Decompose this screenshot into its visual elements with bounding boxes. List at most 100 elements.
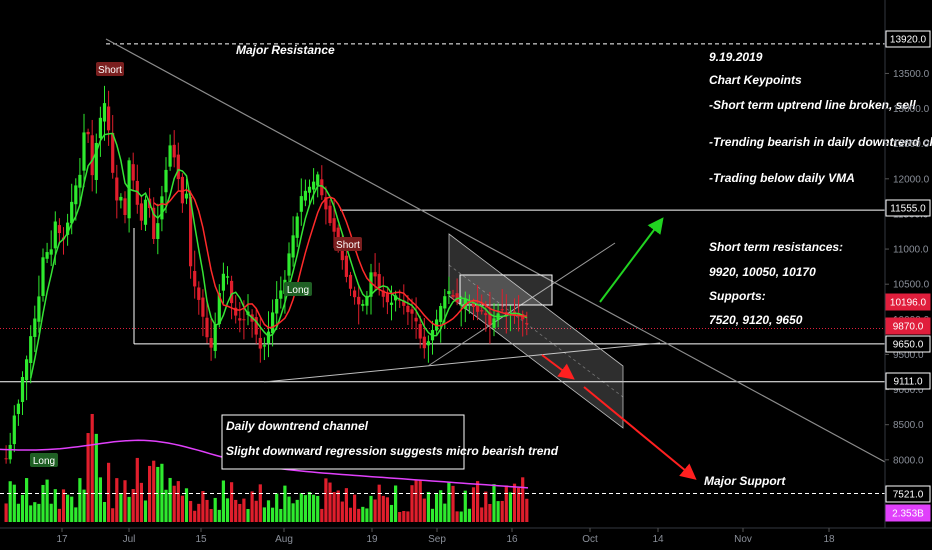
volume-bar [160,463,164,522]
candle-body [90,135,94,176]
candle-body [16,403,20,414]
candle-body [471,301,476,308]
price-tag [885,485,931,503]
price-tag-label: 11555.0 [890,204,926,215]
volume-bar [377,484,381,522]
volume-bar [111,508,115,522]
volume-bar [242,498,246,522]
volume-bar [176,481,180,522]
volume-bar [82,489,86,522]
candle-body [74,185,78,205]
volume-bar [258,484,262,522]
signal-badge-label: Long [287,285,309,296]
channel-note-body-line: Slight downward regression suggests micr… [226,444,559,458]
price-tag-label: 9111.0 [893,377,923,388]
channel-note-box [221,414,465,470]
volume-bar [49,503,53,522]
volume-bar [332,492,336,522]
volume-bar [398,511,402,522]
candle-body [357,296,361,305]
volume-bar [340,501,344,522]
major-support-label: Major Support [704,474,786,488]
time-tick-label: Jul [123,534,136,545]
candle-body [307,186,312,193]
candle-body [377,274,381,289]
candle-body [193,270,197,287]
volume-bar [266,500,271,522]
volume-bar [459,511,463,522]
candle-body [266,331,271,344]
candle-body [451,295,455,297]
candle-body [152,207,156,239]
candle-body [180,176,184,204]
time-tick-label: 17 [56,534,68,545]
candle-body [385,293,389,303]
candle-body [287,253,291,276]
time-axis: 17 Jul 15 Aug 19 Sep 16 Oct 14 Nov 18 [0,527,932,545]
candle-body [57,225,61,234]
candle-body [135,180,139,205]
candle-body [33,318,37,337]
candle-body [238,318,242,321]
candle-body [488,312,492,325]
volume-bar [443,503,447,522]
candle-body [225,276,230,278]
volume-bar [430,508,435,522]
price-tag [885,199,931,217]
candle-body [459,304,463,306]
volume-bar [455,511,459,522]
volume-bar [426,491,430,522]
time-tick-label: 16 [506,534,518,545]
volume-bar [78,478,82,522]
candle-body [525,323,529,325]
candle-body [102,103,107,122]
candle-body [316,174,320,186]
volume-bar [250,491,254,522]
candle-body [389,302,394,305]
time-tick-label: 18 [823,534,835,545]
candle-body [324,197,328,210]
candle-body [197,287,201,300]
candle-body [476,305,480,312]
candle-body [365,295,369,306]
candle-body [353,290,357,298]
volume-bar [12,484,16,522]
volume-bar [394,485,398,522]
volume-bar [525,498,529,522]
volume-bar [115,478,119,522]
volume-bar [164,489,168,522]
volume-bar [4,503,8,522]
candle-body [156,223,160,239]
downtrend-line [105,38,886,463]
time-tick-label: Nov [734,534,752,545]
price-tick-label: 12000.0 [893,174,930,185]
candle-body [271,312,275,334]
volume-bar [439,490,443,522]
price-tag-label: 2.353B [892,509,924,520]
candle-body [94,142,98,180]
volume-bar [86,433,90,522]
volume-bar [414,479,418,522]
candle-body [70,201,74,224]
volume-bar [381,495,385,522]
candle-body [8,444,12,460]
volume-bar [303,495,307,522]
price-tag-label: 9870.0 [893,322,924,333]
candle-body [41,257,45,296]
volume-bar [369,495,373,522]
candle-body [143,199,148,225]
price-tick-label: 12500.0 [893,139,930,150]
volume-bar [299,493,303,522]
time-tick-label: Sep [428,534,446,545]
candle-body [201,297,205,317]
volume-bar [213,497,217,522]
candle-body [4,458,8,460]
volume-bar [20,494,25,522]
candle-body [492,318,496,328]
green-moving-average [29,132,528,379]
candle-body [20,377,25,402]
price-tick-label: 11000.0 [893,245,929,256]
price-tick-label: 8500.0 [893,420,924,431]
resistances-title: Short term resistances: [709,240,843,254]
